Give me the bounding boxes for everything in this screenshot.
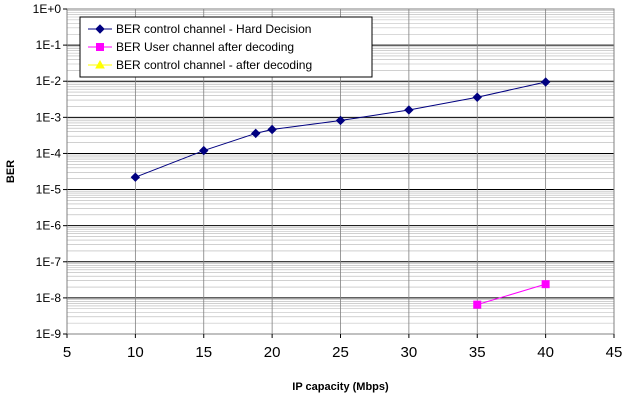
series-2 bbox=[473, 280, 550, 309]
x-tick-label: 20 bbox=[264, 344, 281, 361]
legend-box bbox=[79, 16, 373, 78]
x-tick-label: 15 bbox=[195, 344, 212, 361]
x-axis-title: IP capacity (Mbps) bbox=[292, 381, 389, 393]
y-tick-label: 1E-4 bbox=[36, 146, 62, 160]
legend-item: BER control channel - Hard Decision bbox=[88, 22, 311, 36]
y-axis-ticks: 1E-9 1E-8 1E-7 1E-6 1E-5 1E-4 1E-3 1E-2 1E-1 1E+0 bbox=[33, 2, 67, 341]
y-tick-label: 1E-1 bbox=[36, 38, 62, 52]
x-tick-label: 5 bbox=[63, 344, 71, 361]
y-tick-label: 1E-5 bbox=[36, 183, 62, 197]
data-point bbox=[472, 92, 482, 102]
legend-label: BER control channel - after decoding bbox=[116, 58, 312, 72]
data-point bbox=[251, 128, 261, 139]
x-tick-label: 40 bbox=[537, 344, 554, 361]
y-tick-label: 1E-7 bbox=[36, 255, 62, 269]
legend: BER control channel - Hard Decision BER U… bbox=[79, 16, 373, 78]
y-tick-label: 1E-8 bbox=[36, 291, 62, 305]
x-tick-label: 35 bbox=[469, 344, 486, 361]
y-axis-title: BER bbox=[5, 160, 17, 183]
data-point bbox=[541, 280, 550, 289]
legend-item: BER User channel after decoding bbox=[88, 40, 294, 54]
y-tick-label: 1E-9 bbox=[36, 327, 62, 341]
y-tick-label: 1E-3 bbox=[36, 110, 62, 124]
data-point bbox=[130, 172, 141, 182]
legend-label: BER control channel - Hard Decision bbox=[116, 22, 311, 36]
legend-items: BER control channel - Hard Decision BER U… bbox=[88, 22, 312, 72]
x-tick-label: 25 bbox=[332, 344, 349, 361]
data-point bbox=[267, 124, 277, 135]
series-1 bbox=[130, 77, 551, 182]
series-layer bbox=[130, 77, 551, 309]
y-tick-label: 1E-2 bbox=[36, 74, 62, 88]
y-tick-label: 1E+0 bbox=[33, 2, 62, 16]
series-line bbox=[135, 81, 546, 178]
x-tick-label: 30 bbox=[401, 344, 418, 361]
y-tick-label: 1E-6 bbox=[36, 219, 62, 233]
legend-marker bbox=[95, 59, 105, 69]
data-point bbox=[199, 145, 209, 156]
legend-marker bbox=[95, 24, 105, 34]
data-point bbox=[540, 77, 551, 87]
x-axis-ticks: 5 10 15 20 25 30 35 40 45 bbox=[63, 334, 623, 361]
data-point bbox=[404, 105, 414, 115]
legend-item: BER control channel - after decoding bbox=[88, 58, 312, 72]
series-line bbox=[477, 283, 546, 306]
data-point bbox=[473, 300, 482, 309]
x-tick-label: 10 bbox=[127, 344, 144, 361]
legend-marker bbox=[96, 43, 104, 51]
data-point bbox=[335, 115, 346, 126]
x-tick-label: 45 bbox=[606, 344, 623, 361]
legend-label: BER User channel after decoding bbox=[116, 40, 294, 54]
